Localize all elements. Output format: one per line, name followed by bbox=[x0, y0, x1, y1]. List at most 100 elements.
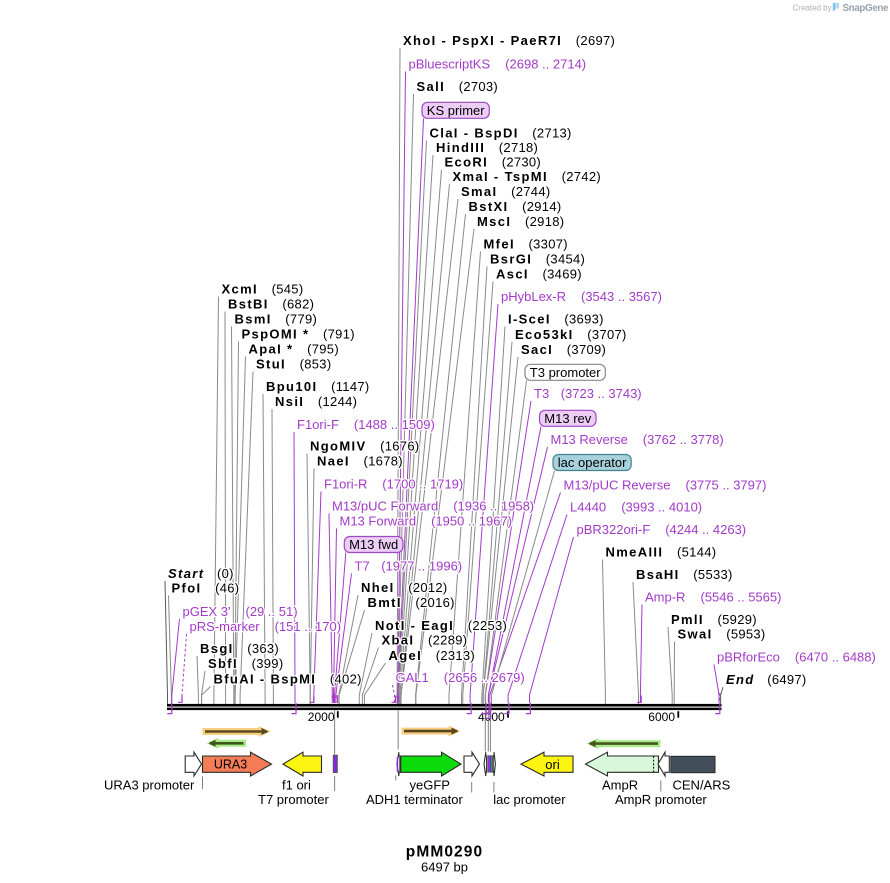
svg-text:(795): (795) bbox=[307, 342, 339, 357]
svg-text:lac operator: lac operator bbox=[558, 455, 627, 470]
svg-text:M13 rev: M13 rev bbox=[544, 411, 591, 426]
svg-text:PmlI: PmlI bbox=[671, 612, 704, 627]
svg-text:(3707): (3707) bbox=[587, 327, 626, 342]
svg-text:SacI: SacI bbox=[521, 342, 553, 357]
svg-text:(2914): (2914) bbox=[522, 199, 561, 214]
svg-text:Amp-R: Amp-R bbox=[645, 590, 685, 605]
svg-text:ori: ori bbox=[545, 757, 560, 772]
svg-text:M13/pUC Forward: M13/pUC Forward bbox=[332, 499, 438, 514]
svg-text:L4440: L4440 bbox=[570, 500, 606, 515]
svg-text:(2697): (2697) bbox=[576, 33, 615, 48]
svg-text:(2289): (2289) bbox=[428, 633, 467, 648]
svg-text:(3775 .. 3797): (3775 .. 3797) bbox=[686, 478, 767, 493]
svg-text:(5546 .. 5565): (5546 .. 5565) bbox=[701, 590, 782, 605]
svg-text:StuI: StuI bbox=[256, 357, 286, 372]
svg-text:Eco53kI: Eco53kI bbox=[515, 327, 574, 342]
svg-text:(3543 .. 3567): (3543 .. 3567) bbox=[581, 289, 662, 304]
svg-text:NaeI: NaeI bbox=[317, 454, 350, 469]
svg-text:(5144): (5144) bbox=[677, 545, 716, 560]
svg-text:(3469): (3469) bbox=[543, 267, 582, 282]
svg-text:(2703): (2703) bbox=[459, 79, 498, 94]
svg-text:BmtI: BmtI bbox=[368, 595, 402, 610]
svg-text:M13/pUC Reverse: M13/pUC Reverse bbox=[564, 478, 671, 493]
svg-text:(5953): (5953) bbox=[726, 627, 765, 642]
svg-text:(363): (363) bbox=[247, 641, 279, 656]
svg-text:(3993 .. 4010): (3993 .. 4010) bbox=[621, 500, 702, 515]
svg-text:BsmI: BsmI bbox=[235, 312, 272, 327]
svg-text:AmpR promoter: AmpR promoter bbox=[615, 792, 707, 807]
svg-text:NheI: NheI bbox=[361, 580, 395, 595]
svg-text:(2016): (2016) bbox=[415, 595, 454, 610]
svg-text:(402): (402) bbox=[330, 672, 362, 687]
svg-text:XhoI - PspXI - PaeR7I: XhoI - PspXI - PaeR7I bbox=[403, 33, 562, 48]
svg-text:M13 Forward: M13 Forward bbox=[340, 514, 417, 529]
svg-text:(3307): (3307) bbox=[529, 237, 568, 252]
svg-text:BsaHI: BsaHI bbox=[636, 567, 680, 582]
svg-text:M13 Reverse: M13 Reverse bbox=[551, 432, 628, 447]
svg-text:(3709): (3709) bbox=[567, 342, 606, 357]
svg-text:4000: 4000 bbox=[478, 710, 505, 724]
svg-text:pRS-marker: pRS-marker bbox=[190, 619, 261, 634]
svg-text:Created by: Created by bbox=[793, 3, 832, 12]
svg-text:I-SceI: I-SceI bbox=[508, 312, 551, 327]
svg-text:HindIII: HindIII bbox=[436, 140, 485, 155]
svg-text:(1936 .. 1958): (1936 .. 1958) bbox=[453, 499, 534, 514]
svg-text:F1ori-R: F1ori-R bbox=[324, 477, 367, 492]
svg-text:(2012): (2012) bbox=[408, 580, 447, 595]
svg-text:(151 .. 170): (151 .. 170) bbox=[275, 619, 342, 634]
svg-text:BsgI: BsgI bbox=[200, 641, 234, 656]
svg-text:(682): (682) bbox=[282, 297, 314, 312]
svg-text:BstXI: BstXI bbox=[469, 199, 509, 214]
svg-text:(4244 .. 4263): (4244 .. 4263) bbox=[665, 522, 746, 537]
svg-text:(3762 .. 3778): (3762 .. 3778) bbox=[643, 432, 724, 447]
svg-text:pGEX 3': pGEX 3' bbox=[183, 604, 231, 619]
svg-text:pBRforEco: pBRforEco bbox=[717, 650, 780, 665]
svg-text:URA3: URA3 bbox=[214, 757, 247, 771]
svg-text:6000: 6000 bbox=[648, 710, 675, 724]
svg-text:T3 promoter: T3 promoter bbox=[530, 365, 601, 380]
svg-text:Bpu10I: Bpu10I bbox=[266, 379, 317, 394]
svg-text:2000: 2000 bbox=[308, 710, 335, 724]
svg-text:(2718): (2718) bbox=[499, 140, 538, 155]
svg-text:AmpR: AmpR bbox=[602, 778, 638, 793]
svg-text:Start: Start bbox=[168, 566, 204, 581]
svg-text:(2313): (2313) bbox=[436, 648, 475, 663]
svg-text:pBR322ori-F: pBR322ori-F bbox=[577, 522, 651, 537]
svg-text:ADH1 terminator: ADH1 terminator bbox=[366, 792, 463, 807]
svg-text:(1950 .. 1967): (1950 .. 1967) bbox=[431, 514, 512, 529]
svg-text:(3454): (3454) bbox=[546, 252, 585, 267]
svg-text:PfoI: PfoI bbox=[172, 581, 202, 596]
svg-text:(2730): (2730) bbox=[502, 155, 541, 170]
svg-text:(1977 .. 1996): (1977 .. 1996) bbox=[381, 559, 462, 574]
svg-text:SmaI: SmaI bbox=[461, 184, 497, 199]
svg-text:AscI: AscI bbox=[496, 267, 529, 282]
svg-text:(1700 .. 1719): (1700 .. 1719) bbox=[382, 477, 463, 492]
svg-text:(1147): (1147) bbox=[331, 379, 369, 394]
svg-text:6497 bp: 6497 bp bbox=[421, 860, 468, 875]
svg-text:(6497): (6497) bbox=[767, 672, 806, 687]
svg-text:NgoMIV: NgoMIV bbox=[310, 439, 366, 454]
svg-text:f1 ori: f1 ori bbox=[282, 778, 311, 793]
svg-text:pHybLex-R: pHybLex-R bbox=[501, 289, 566, 304]
svg-text:(2656 .. 2679): (2656 .. 2679) bbox=[444, 670, 525, 685]
svg-text:(2253): (2253) bbox=[468, 618, 507, 633]
svg-text:MscI: MscI bbox=[477, 214, 511, 229]
svg-text:SbfI: SbfI bbox=[208, 656, 238, 671]
svg-text:BstBI: BstBI bbox=[228, 297, 269, 312]
svg-text:(1244): (1244) bbox=[318, 394, 357, 409]
svg-text:pMM0290: pMM0290 bbox=[406, 843, 483, 860]
svg-text:SwaI: SwaI bbox=[678, 627, 713, 642]
svg-text:PspOMI *: PspOMI * bbox=[242, 327, 310, 342]
svg-text:XcmI: XcmI bbox=[222, 282, 258, 297]
svg-text:URA3 promoter: URA3 promoter bbox=[104, 778, 195, 793]
svg-text:EcoRI: EcoRI bbox=[445, 155, 489, 170]
svg-text:KS primer: KS primer bbox=[427, 103, 485, 118]
svg-text:NotI - EagI: NotI - EagI bbox=[375, 618, 454, 633]
svg-text:(2742): (2742) bbox=[562, 169, 601, 184]
svg-text:T3: T3 bbox=[534, 386, 549, 401]
svg-text:(0): (0) bbox=[217, 566, 234, 581]
svg-text:(2698 .. 2714): (2698 .. 2714) bbox=[505, 57, 586, 72]
svg-text:BfuAI - BspMI: BfuAI - BspMI bbox=[214, 672, 317, 687]
svg-text:MfeI: MfeI bbox=[484, 237, 515, 252]
svg-text:(3723 .. 3743): (3723 .. 3743) bbox=[561, 386, 642, 401]
